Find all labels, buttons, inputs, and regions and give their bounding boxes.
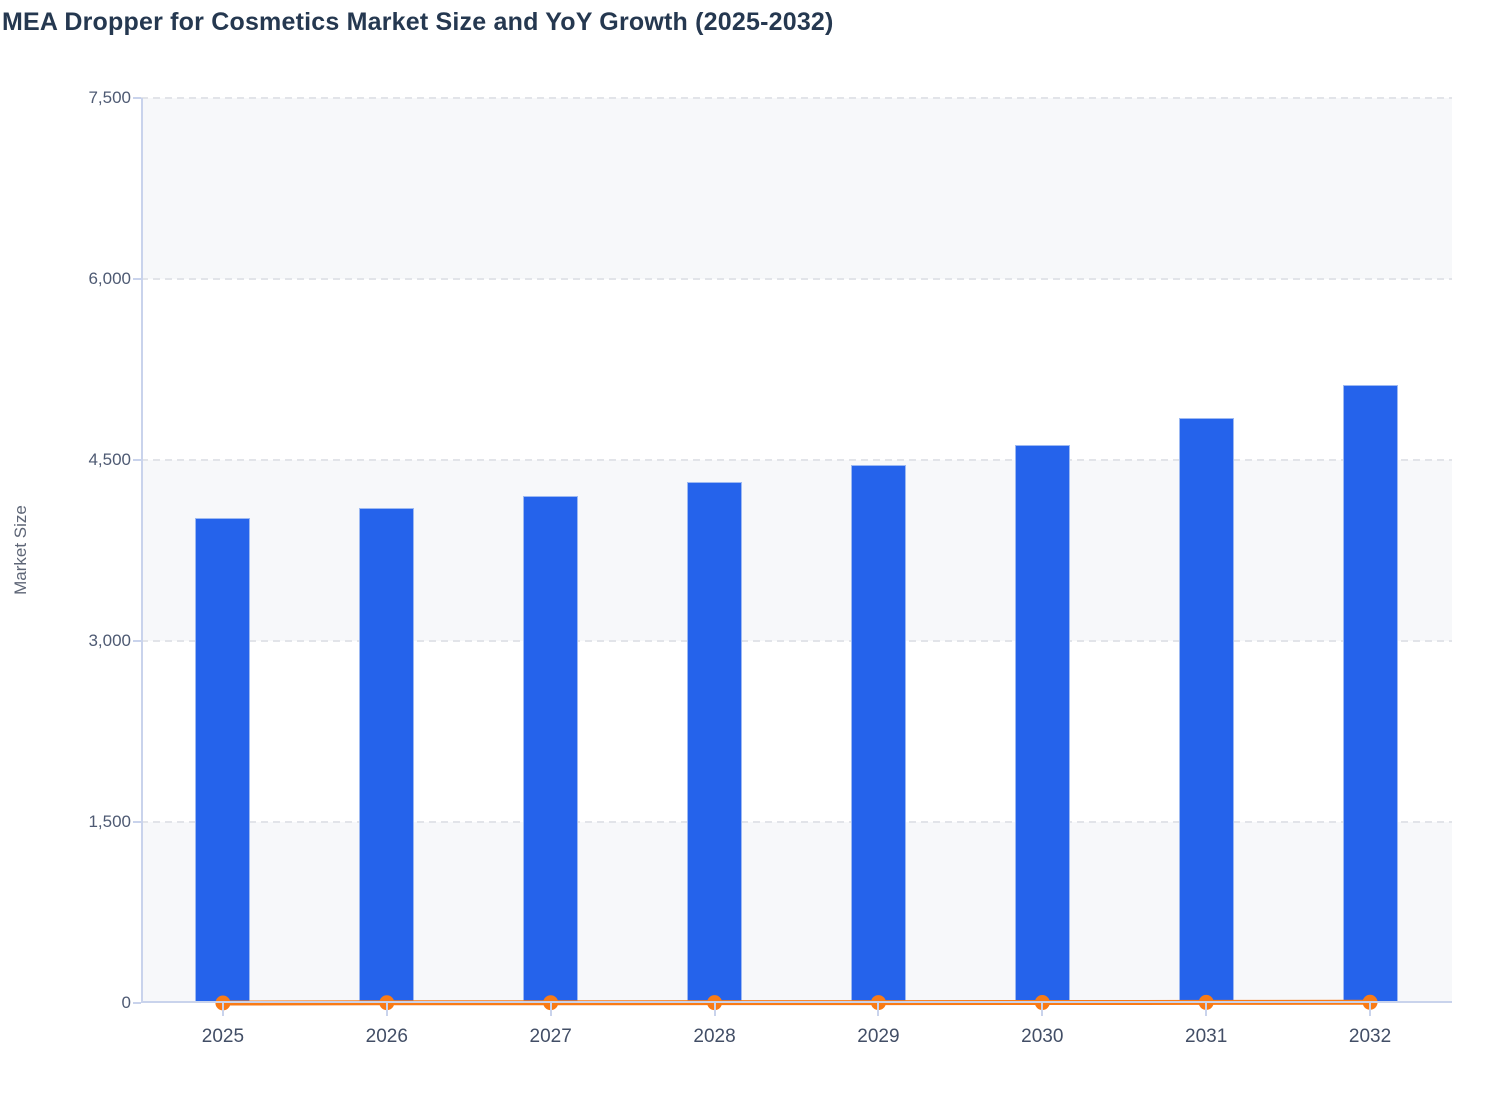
bar-2030 (1014, 444, 1070, 1003)
gridline (141, 640, 1452, 642)
x-tick-label-2032: 2032 (1348, 1026, 1392, 1047)
x-tick-label-2027: 2027 (529, 1026, 572, 1047)
x-tick-mark (385, 1003, 388, 1016)
bar-2025 (195, 517, 251, 1003)
gridline (141, 278, 1452, 280)
gridline (141, 821, 1452, 823)
x-tick-mark (221, 1003, 224, 1016)
y-tick-label: 3,000 (88, 631, 131, 650)
bar-2029 (850, 465, 906, 1003)
x-tick-mark (877, 1003, 880, 1016)
bar-2028 (687, 482, 743, 1003)
y-tick-label: 4,500 (88, 450, 131, 469)
y-tick-label: 1,500 (88, 812, 131, 831)
y-tick-mark (133, 278, 141, 280)
y-tick-label: 6,000 (88, 269, 131, 288)
plot-band (141, 98, 1452, 279)
bar-2032 (1342, 384, 1398, 1003)
x-tick-mark (1205, 1003, 1208, 1016)
x-axis-line (141, 1001, 1452, 1003)
bar-2026 (359, 508, 415, 1003)
y-tick-mark (133, 97, 141, 99)
x-tick-label-2026: 2026 (365, 1026, 408, 1047)
x-tick-label-2031: 2031 (1185, 1026, 1228, 1047)
y-tick-mark (133, 640, 141, 642)
y-tick-label: 0 (121, 993, 131, 1012)
plot-area (141, 97, 1452, 1011)
x-tick-label-2030: 2030 (1021, 1026, 1064, 1047)
gridline (141, 459, 1452, 461)
y-tick-label: 7,500 (88, 88, 131, 107)
bar-2031 (1178, 418, 1234, 1003)
x-tick-label-2029: 2029 (857, 1026, 900, 1047)
y-axis-title: Market Size (11, 505, 30, 595)
chart-title: MEA Dropper for Cosmetics Market Size an… (2, 8, 834, 36)
y-tick-mark (133, 459, 141, 461)
x-tick-label-2028: 2028 (693, 1026, 736, 1047)
y-axis-line (141, 98, 143, 1003)
bar-2027 (523, 496, 579, 1003)
y-tick-mark (133, 821, 141, 823)
gridline (141, 97, 1452, 99)
yoy-growth-line-layer (215, 994, 1378, 1011)
y-tick-mark (133, 1002, 141, 1004)
x-tick-mark (1041, 1003, 1044, 1016)
x-tick-mark (1369, 1003, 1372, 1016)
x-tick-mark (549, 1003, 552, 1016)
x-tick-label-2025: 2025 (201, 1026, 245, 1047)
x-tick-mark (713, 1003, 716, 1016)
